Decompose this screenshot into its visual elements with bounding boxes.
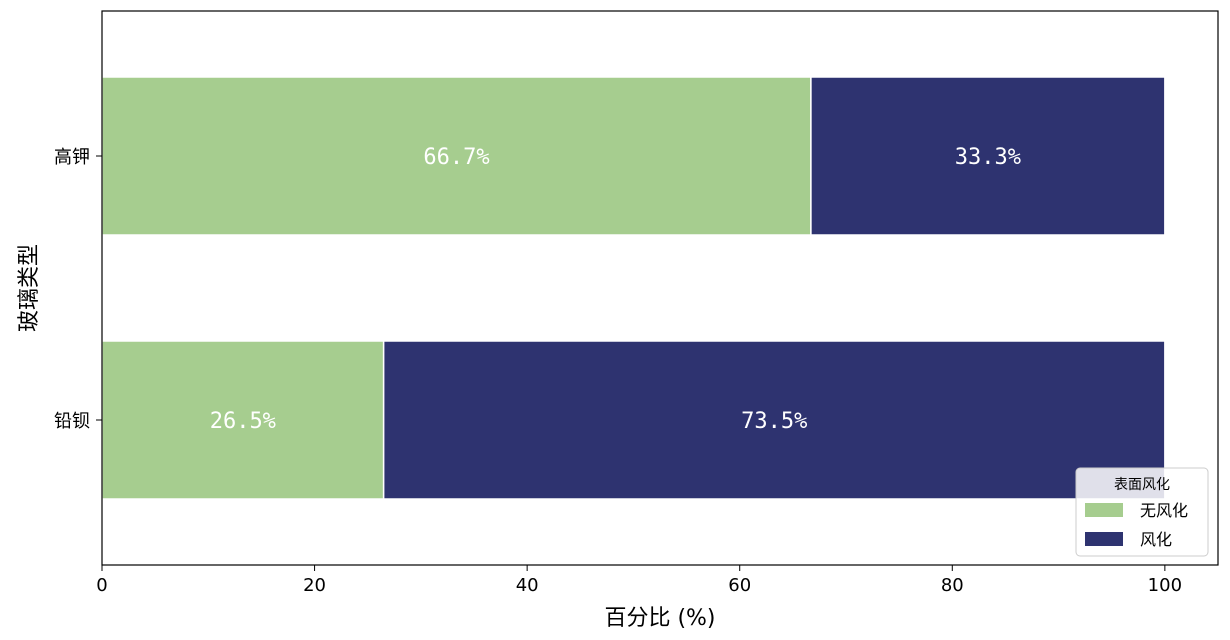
bar-value-label-1-0: 26.5% <box>210 409 276 434</box>
x-tick-label-5: 100 <box>1148 575 1182 596</box>
x-tick-label-3: 60 <box>728 575 751 596</box>
bar-segment-0-1 <box>810 76 1166 236</box>
legend-swatch-unweathered <box>1085 503 1123 517</box>
bar-segment-1-1 <box>382 340 1166 500</box>
y-tick-label-0: 高钾 <box>54 147 90 168</box>
plot-frame <box>101 10 1219 566</box>
data-labels-layer: 66.7% 33.3% 26.5% 73.5% <box>210 145 1021 434</box>
x-tick-label-4: 80 <box>941 575 964 596</box>
x-tick-label-2: 40 <box>516 575 539 596</box>
legend-swatch-weathered <box>1085 532 1123 546</box>
x-tick-label-0: 0 <box>96 575 107 596</box>
bar-value-label-0-1: 33.3% <box>955 145 1021 170</box>
bar-segment-0-0 <box>101 76 812 236</box>
legend: 表面风化 无风化 风化 <box>1075 467 1209 557</box>
x-tick-label-1: 20 <box>303 575 326 596</box>
x-axis: 0 20 40 60 80 100 <box>96 565 1182 596</box>
bar-segment-1-0 <box>101 340 385 500</box>
x-axis-title: 百分比 (%) <box>604 606 715 631</box>
y-axis-title: 玻璃类型 <box>17 244 42 332</box>
bars-layer <box>101 76 1166 500</box>
bar-value-label-1-1: 73.5% <box>741 409 807 434</box>
y-tick-label-1: 铅钡 <box>54 411 90 432</box>
legend-label-unweathered: 无风化 <box>1140 501 1188 520</box>
legend-title: 表面风化 <box>1114 477 1170 493</box>
legend-label-weathered: 风化 <box>1140 530 1172 549</box>
bar-value-label-0-0: 66.7% <box>423 145 489 170</box>
